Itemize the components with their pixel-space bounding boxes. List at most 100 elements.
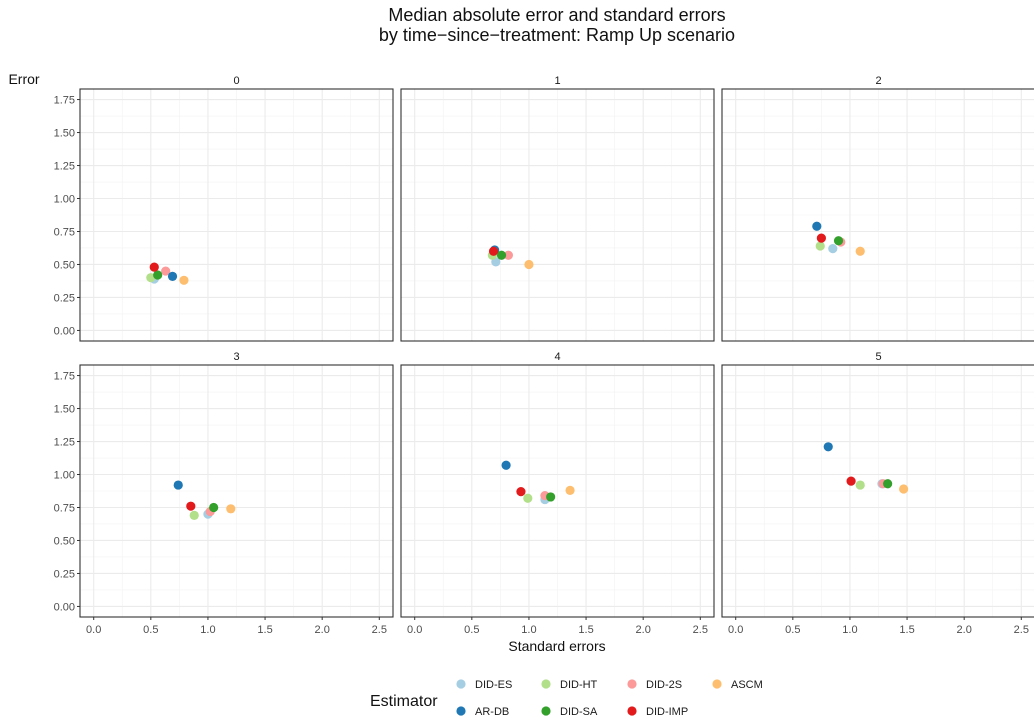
point-did-ht-panel-4 [523, 493, 533, 503]
y-tick-label: 0.25 [54, 292, 75, 304]
facet-panels: 00.000.250.500.751.001.251.501.751 230.00… [54, 75, 1034, 636]
x-tick-label: 2.0 [957, 624, 972, 636]
panel-strip-label: 5 [875, 351, 881, 363]
panel-border [721, 364, 1034, 618]
x-tick-label: 2.5 [372, 624, 387, 636]
x-tick-label: 2.5 [693, 624, 708, 636]
point-did-sa-panel-1 [496, 250, 507, 260]
x-tick-label: 1.0 [521, 624, 536, 636]
legend-label: DID-SA [560, 706, 598, 718]
point-ascm-panel-5 [899, 484, 909, 494]
legend-label: DID-2S [646, 679, 682, 691]
point-ar-db-panel-4 [501, 460, 511, 470]
y-tick-label: 0.00 [54, 601, 75, 613]
point-ar-db-panel-0 [167, 271, 178, 281]
point-did-imp-panel-0 [149, 262, 159, 272]
x-tick-label: 1.5 [899, 624, 914, 636]
legend-label: DID-HT [560, 679, 598, 691]
legend-label: ASCM [731, 679, 763, 691]
panel-strip-label: 3 [233, 351, 239, 363]
point-did-ht-panel-2 [815, 241, 825, 251]
panel-border [79, 364, 394, 618]
panel-strip-label: 0 [233, 75, 239, 87]
y-tick-label: 0.75 [54, 502, 75, 514]
point-ascm-panel-3 [226, 504, 236, 514]
y-tick-label: 1.75 [54, 95, 75, 107]
panel-border [400, 364, 715, 618]
x-tick-label: 1.5 [257, 624, 272, 636]
x-axis-label: Standard errors [508, 638, 605, 654]
legend-item-did-sa: DID-SA [541, 706, 598, 718]
panel-strip-label: 4 [554, 351, 560, 363]
point-did-imp-panel-2 [816, 233, 826, 243]
x-tick-label: 2.0 [315, 624, 330, 636]
x-tick-label: 0.0 [86, 624, 101, 636]
point-ascm-panel-4 [565, 485, 575, 495]
legend-item-ascm: ASCM [712, 679, 763, 691]
panel-strip-label: 1 [554, 75, 560, 87]
point-did-ht-panel-5 [855, 480, 865, 490]
point-did-2s-panel-1 [503, 250, 513, 260]
legend-key [627, 706, 637, 716]
panel-4: 4 0.0 0.5 1.0 1.5 2.0 2.5 [400, 351, 715, 636]
point-ar-db-panel-5 [823, 442, 833, 452]
y-tick-label: 0.25 [54, 568, 75, 580]
point-did-imp-panel-4 [516, 487, 526, 497]
point-did-2s-panel-0 [161, 266, 171, 276]
legend-key [712, 679, 722, 689]
chart-subtitle: by time−since−treatment: Ramp Up scenari… [379, 25, 735, 45]
point-did-sa-panel-4 [546, 492, 556, 502]
x-tick-label: 0.5 [143, 624, 158, 636]
point-did-imp-panel-3 [186, 501, 196, 511]
panel-1: 1 [400, 75, 715, 342]
panel-border [400, 88, 715, 342]
x-tick-label: 0.5 [464, 624, 479, 636]
y-tick-label: 1.25 [54, 161, 75, 173]
point-ascm-panel-1 [524, 259, 534, 270]
panel-3: 3 0.00 0.25 0.50 0.75 1.00 1.25 1.50 1.75 0.0 0.5 1… [54, 351, 394, 636]
y-axis-label: Error [8, 71, 39, 87]
y-tick-label: 0.50 [54, 259, 75, 271]
legend-title: Estimator [370, 693, 438, 710]
y-tick-label: 1.50 [54, 404, 75, 416]
legend-label: AR-DB [475, 706, 509, 718]
point-did-es-panel-2 [828, 244, 838, 254]
panel-strip-label: 2 [875, 75, 881, 87]
x-tick-label: 2.0 [636, 624, 651, 636]
point-did-imp-panel-1 [488, 246, 499, 256]
legend-key [456, 679, 466, 689]
x-tick-label: 1.0 [842, 624, 857, 636]
point-did-ht-panel-3 [189, 510, 199, 521]
legend-key [541, 706, 551, 716]
y-tick-label: 0.50 [54, 535, 75, 547]
point-ar-db-panel-3 [173, 480, 183, 490]
legend-label: DID-ES [475, 679, 512, 691]
point-ascm-panel-0 [179, 275, 189, 285]
panel-0: 0 0.00 0.25 0.50 0.75 1.00 1.25 1.50 1.75 [54, 75, 394, 342]
chart-title: Median absolute error and standard error… [388, 5, 725, 25]
x-tick-label: 0.5 [785, 624, 800, 636]
point-ascm-panel-2 [855, 246, 865, 256]
x-tick-label: 0.0 [407, 624, 422, 636]
point-did-sa-panel-3 [209, 502, 219, 513]
x-tick-label: 1.0 [200, 624, 215, 636]
x-tick-label: 2.5 [1014, 624, 1029, 636]
legend-key [541, 679, 551, 689]
x-tick-label: 1.5 [578, 624, 593, 636]
legend-item-ar-db: AR-DB [456, 706, 509, 718]
legend-label: DID-IMP [646, 706, 688, 718]
point-did-sa-panel-0 [153, 270, 163, 280]
y-tick-label: 0.75 [54, 226, 75, 238]
y-tick-label: 1.25 [54, 437, 75, 449]
panel-5: 5 0.0 0.5 1.0 1.5 2.0 2.5 [721, 351, 1034, 636]
y-tick-label: 1.00 [54, 470, 75, 482]
legend-item-did-es: DID-ES [456, 679, 512, 691]
point-ar-db-panel-2 [812, 221, 822, 231]
y-tick-label: 1.75 [54, 371, 75, 383]
legend-item-did-2s: DID-2S [627, 679, 682, 691]
panel-2: 2 [721, 75, 1034, 342]
point-did-sa-panel-2 [833, 236, 844, 246]
panel-border [79, 88, 394, 342]
y-tick-label: 0.00 [54, 325, 75, 337]
